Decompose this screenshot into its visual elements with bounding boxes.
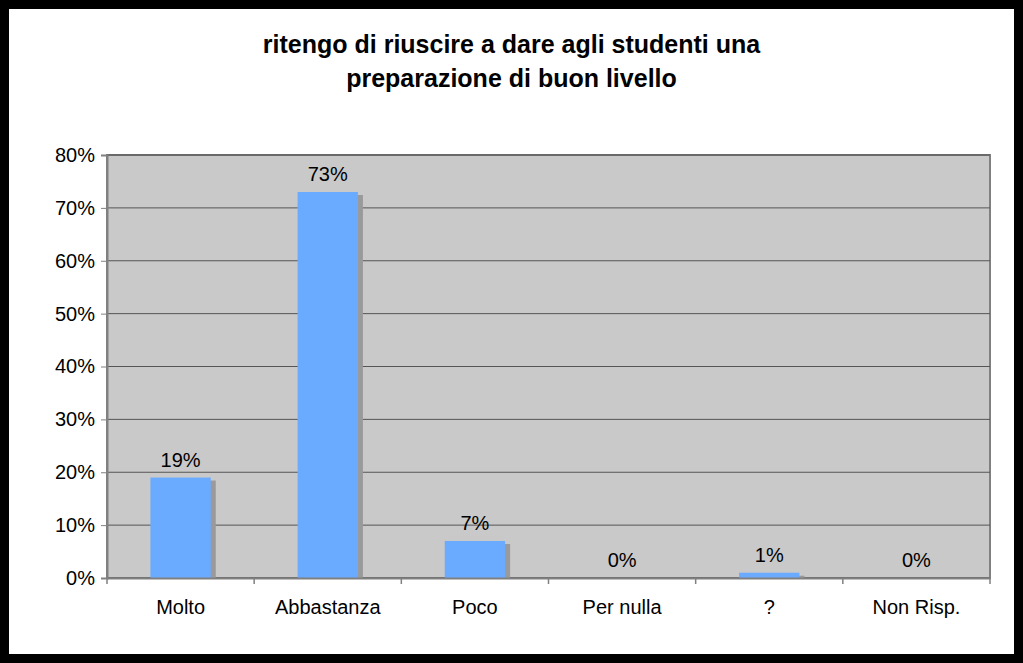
y-tick-mark [101, 472, 107, 473]
x-tick: Poco [452, 578, 498, 618]
y-tick: 50% [55, 303, 107, 325]
x-tick: Per nulla [583, 578, 663, 618]
x-separator [842, 578, 844, 584]
grid-line [107, 207, 990, 208]
y-tick: 0% [66, 567, 107, 589]
x-tick-label: Non Risp. [873, 596, 961, 618]
y-tick: 70% [55, 197, 107, 219]
data-label: 0% [902, 549, 931, 571]
y-tick: 60% [55, 250, 107, 272]
data-label: 19% [161, 449, 201, 471]
y-axis: 0% 10% 20% 30% 40% 50% 60% 70% 80% [55, 144, 108, 589]
y-tick-label: 50% [55, 303, 95, 325]
x-tick-label: Poco [452, 596, 498, 618]
y-tick-label: 0% [66, 567, 95, 589]
grid-line [107, 260, 990, 261]
y-axis-line [101, 156, 108, 579]
grid-line [107, 155, 990, 156]
y-tick: 10% [55, 514, 107, 536]
y-tick-mark [101, 578, 107, 579]
x-tick-label: Molto [156, 596, 205, 618]
bars [150, 192, 804, 578]
bar [739, 573, 799, 578]
x-tick-label: Abbastanza [275, 596, 382, 618]
y-tick-label: 30% [55, 408, 95, 430]
plot-background [107, 155, 990, 578]
x-tick: Molto [156, 578, 205, 618]
grid-line [107, 366, 990, 367]
y-tick-label: 40% [55, 355, 95, 377]
y-tick-mark [101, 525, 107, 526]
x-separator [989, 578, 991, 584]
x-separator [401, 578, 403, 584]
x-separators [107, 578, 990, 584]
y-tick: 30% [55, 408, 107, 430]
plot: 0% 10% 20% 30% 40% 50% 60% 70% 80% Molto Abbastanz… [55, 144, 991, 618]
y-tick-label: 80% [55, 144, 95, 166]
bar [150, 478, 210, 578]
grid-line [107, 525, 990, 526]
data-label: 1% [755, 544, 784, 566]
data-label: 73% [308, 163, 348, 185]
grid-line [107, 472, 990, 473]
x-tick-label: ? [764, 596, 775, 618]
data-label: 7% [460, 512, 489, 534]
x-tick: Non Risp. [873, 578, 961, 618]
y-tick-mark [101, 314, 107, 315]
y-tick-label: 20% [55, 461, 95, 483]
x-tick: ? [764, 578, 775, 618]
y-tick-label: 70% [55, 197, 95, 219]
bar [445, 541, 505, 578]
data-label: 0% [608, 549, 637, 571]
title-line: ritengo di riuscire a dare agli studenti… [263, 30, 761, 58]
y-tick-mark [101, 367, 107, 368]
y-tick-mark [101, 208, 107, 209]
grid [107, 155, 990, 578]
y-tick-mark [101, 155, 107, 156]
y-tick-mark [101, 419, 107, 420]
x-axis: Molto Abbastanza Poco Per nulla? Non Risp. [108, 578, 991, 618]
x-separator [106, 578, 108, 584]
data-labels: 19% 73% 7% 0% 1% 0% [161, 163, 932, 571]
title: ritengo di riuscire a dare agli studenti… [263, 30, 761, 92]
x-separator [695, 578, 697, 584]
grid-line [107, 419, 990, 420]
y-tick: 20% [55, 461, 107, 483]
y-tick: 80% [55, 144, 107, 166]
chart-background [9, 9, 1014, 654]
x-separator [548, 578, 550, 584]
bar [298, 192, 358, 578]
x-separator [253, 578, 255, 584]
y-tick-label: 60% [55, 250, 95, 272]
title-line: preparazione di buon livello [346, 64, 677, 92]
chart: ritengo di riuscire a dare agli studenti… [0, 0, 1023, 663]
x-tick-label: Per nulla [583, 596, 663, 618]
y-tick: 40% [55, 355, 107, 377]
x-tick: Abbastanza [275, 578, 382, 618]
y-tick-mark [101, 261, 107, 262]
grid-line [107, 313, 990, 314]
y-tick-label: 10% [55, 514, 95, 536]
